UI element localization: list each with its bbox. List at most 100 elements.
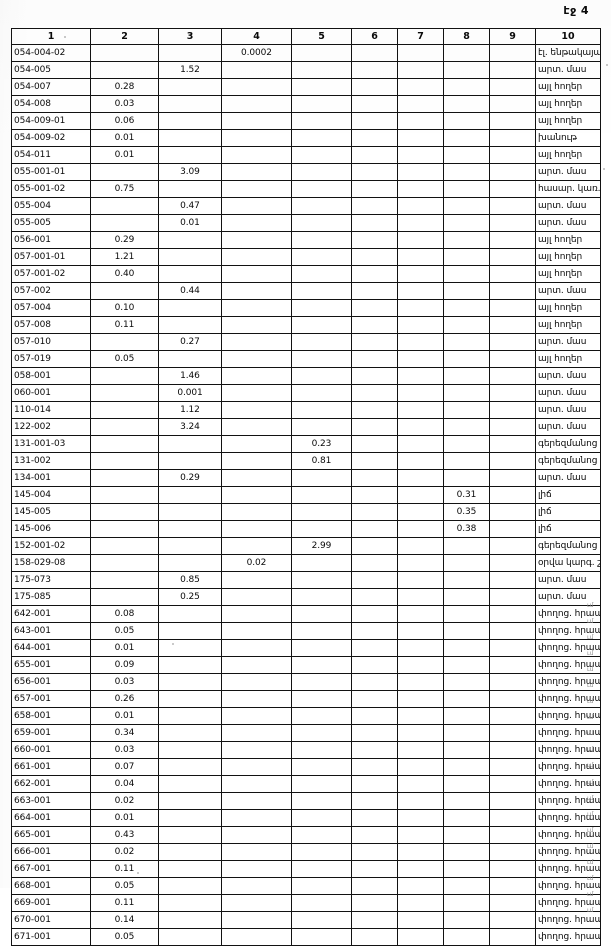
cell-col-2 (90, 61, 159, 79)
cell-col-8 (443, 928, 490, 946)
cell-col-5 (291, 690, 352, 708)
cell-col-9 (489, 775, 536, 793)
cell-col-3 (158, 656, 222, 674)
cell-col-7 (397, 146, 444, 164)
cell-col-6 (351, 95, 398, 113)
cell-col-4 (221, 418, 292, 436)
cell-description: հասար. կառ. (535, 180, 601, 198)
cell-col-7 (397, 350, 444, 368)
cell-col-4 (221, 622, 292, 640)
cell-col-2: 0.01 (90, 146, 159, 164)
cell-description: արտ. մաս (535, 197, 601, 215)
cell-col-3 (158, 316, 222, 334)
cell-col-4 (221, 758, 292, 776)
cell-col-3 (158, 129, 222, 147)
cell-col-4 (221, 299, 292, 317)
cell-col-5 (291, 860, 352, 878)
cell-col-3 (158, 911, 222, 929)
cell-col-9 (489, 656, 536, 674)
cell-col-8 (443, 860, 490, 878)
cell-col-5 (291, 248, 352, 266)
cell-col-2: 0.06 (90, 112, 159, 130)
cell-col-3 (158, 894, 222, 912)
cell-col-8 (443, 299, 490, 317)
cell-col-9 (489, 877, 536, 895)
cell-col-2 (90, 44, 159, 62)
cell-col-8 (443, 707, 490, 725)
cell-col-4 (221, 95, 292, 113)
cell-description: այլ հողեր (535, 95, 601, 113)
cell-description: փողոց. հրապ. (535, 877, 601, 895)
table-row: 057-001-01 1.21 այլ հողեր (11, 248, 601, 266)
cell-col-7 (397, 469, 444, 487)
cell-col-5 (291, 588, 352, 606)
cell-description: գերեզմանոց (535, 452, 601, 470)
cadastral-table: 1 2 3 4 5 6 7 8 9 10 054-004-02 0.0002 էլ.… (11, 28, 601, 946)
cell-col-9 (489, 384, 536, 402)
cell-col-5: 0.23 (291, 435, 352, 453)
cell-col-3 (158, 826, 222, 844)
cell-col-9 (489, 860, 536, 878)
cell-col-6 (351, 588, 398, 606)
cell-col-6 (351, 537, 398, 555)
cell-col-2 (90, 401, 159, 419)
table-row: 131-002 0.81 գերեզմանոց (11, 452, 601, 470)
cell-col-2 (90, 452, 159, 470)
cell-col-5: 2.99 (291, 537, 352, 555)
cell-col-5 (291, 469, 352, 487)
cell-col-9 (489, 639, 536, 657)
cell-description: այլ հողեր (535, 146, 601, 164)
table-row: 656-001 0.03 փողոց. հրապ. (11, 673, 601, 691)
cell-col-2: 0.11 (90, 316, 159, 334)
cell-col-8 (443, 792, 490, 810)
cell-col-6 (351, 265, 398, 283)
cell-code: 054-009-01 (11, 112, 91, 130)
cell-col-3 (158, 622, 222, 640)
cell-col-4 (221, 401, 292, 419)
table-row: 660-001 0.03 փողոց. հրապ. (11, 741, 601, 759)
cell-col-8: 0.38 (443, 520, 490, 538)
cell-col-2: 0.11 (90, 894, 159, 912)
cell-col-6 (351, 520, 398, 538)
cell-col-2: 0.01 (90, 129, 159, 147)
table-row: 057-008 0.11 այլ հողեր (11, 316, 601, 334)
cell-code: 671-001 (11, 928, 91, 946)
cell-code: 145-004 (11, 486, 91, 504)
cell-col-8 (443, 112, 490, 130)
cell-col-7 (397, 418, 444, 436)
cell-description: լիճ (535, 520, 601, 538)
page-number-label: էջ 4 (563, 4, 589, 17)
cell-col-2: 0.14 (90, 911, 159, 929)
cell-code: 054-007 (11, 78, 91, 96)
table-row: 655-001 0.09 փողոց. հրապ. (11, 656, 601, 674)
cell-description: արտ. մաս (535, 571, 601, 589)
cell-col-5 (291, 214, 352, 232)
cell-col-4 (221, 809, 292, 827)
cell-col-6 (351, 78, 398, 96)
cell-col-6 (351, 129, 398, 147)
cell-col-2: 0.09 (90, 656, 159, 674)
cell-col-6 (351, 214, 398, 232)
cell-col-9 (489, 180, 536, 198)
cell-description: արտ. մաս (535, 469, 601, 487)
cell-col-8 (443, 418, 490, 436)
cell-col-6 (351, 367, 398, 385)
cell-col-3: 3.09 (158, 163, 222, 181)
cell-col-4 (221, 333, 292, 351)
cell-col-3: 0.25 (158, 588, 222, 606)
table-row: 670-001 0.14 փողոց. հրապ. (11, 911, 601, 929)
cell-col-5 (291, 826, 352, 844)
cell-col-4 (221, 894, 292, 912)
table-row: 145-005 0.35 լիճ (11, 503, 601, 521)
cell-description: այլ հողեր (535, 78, 601, 96)
cell-code: 658-001 (11, 707, 91, 725)
cell-col-7 (397, 758, 444, 776)
cell-col-7 (397, 163, 444, 181)
cell-col-6 (351, 826, 398, 844)
cell-col-9 (489, 469, 536, 487)
cell-col-9 (489, 707, 536, 725)
cell-col-7 (397, 452, 444, 470)
cell-col-8 (443, 775, 490, 793)
cell-col-6 (351, 401, 398, 419)
cell-col-3: 1.12 (158, 401, 222, 419)
